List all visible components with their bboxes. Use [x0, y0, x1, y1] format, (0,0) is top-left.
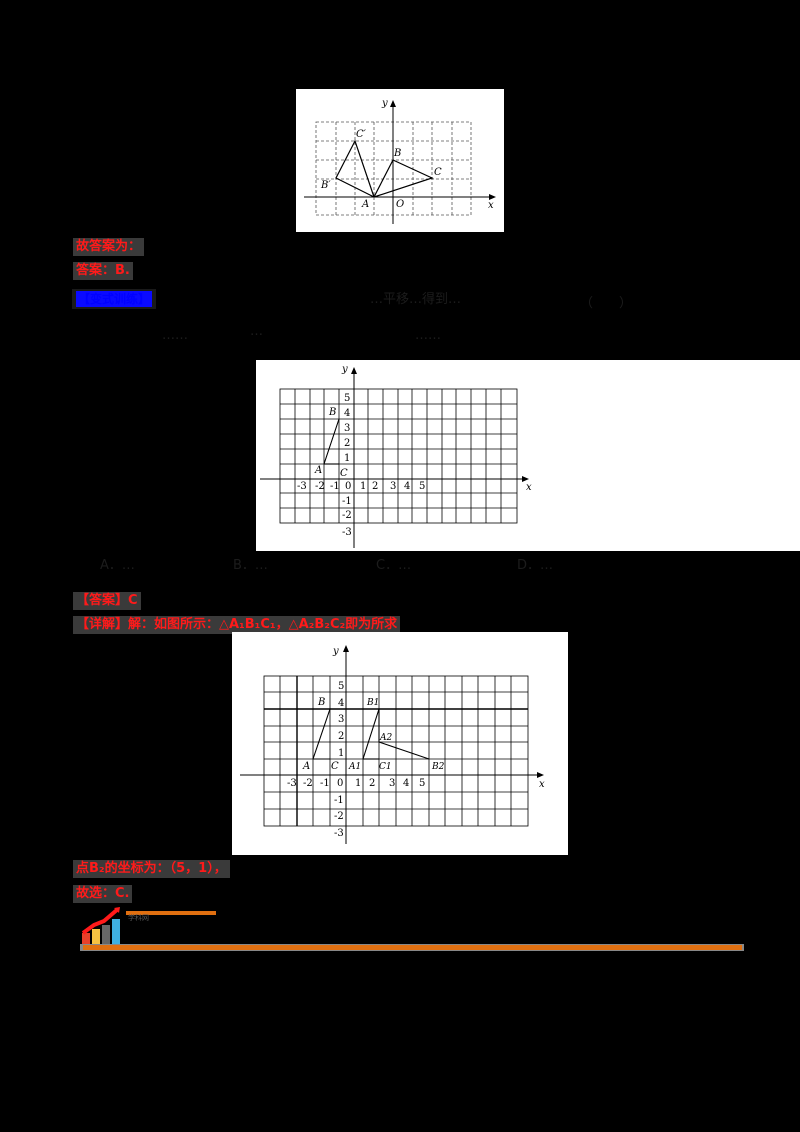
y-axis-label: y — [341, 364, 348, 375]
svg-text:-3: -3 — [342, 527, 352, 538]
point-c-label: C — [434, 167, 442, 178]
svg-text:-1: -1 — [334, 795, 344, 806]
y-axis-label: y — [332, 646, 339, 657]
question-tail: （ ） — [580, 296, 633, 311]
svg-text:1: 1 — [338, 748, 344, 759]
point-b-label: B — [393, 148, 401, 159]
question-line2-right: …… — [415, 328, 441, 343]
svg-text:2: 2 — [344, 438, 350, 449]
svg-text:-1: -1 — [330, 481, 340, 492]
svg-text:B2: B2 — [431, 762, 445, 772]
svg-text:1: 1 — [344, 453, 350, 464]
conclusion-line-1: 点B₂的坐标为：（5，1）， — [73, 860, 230, 878]
figure-grid-solution: y x B A C B1 A1 C1 A2 B2 -3 -2 -1 0 1 2 … — [232, 632, 568, 855]
logo-text: 学科网 — [128, 914, 149, 922]
point-b-prime-label: B′ — [320, 180, 331, 191]
figure-grid-abc: y x B A C -3 -2 -1 0 1 2 3 4 5 5 4 3 2 1… — [256, 360, 800, 551]
logo-accent-bar — [126, 911, 216, 915]
footer-divider — [80, 944, 744, 951]
svg-text:5: 5 — [338, 681, 344, 692]
question-stem: …平移…得到… — [370, 292, 462, 307]
svg-text:C: C — [331, 761, 339, 772]
svg-text:-2: -2 — [334, 811, 344, 822]
question-line2-left: …… — [162, 328, 188, 343]
answer-label: 【答案】C — [73, 592, 141, 610]
point-a-label: A — [361, 199, 369, 210]
svg-text:5: 5 — [419, 481, 425, 492]
svg-text:-2: -2 — [303, 778, 313, 789]
point-c-prime-label: C′ — [356, 129, 367, 140]
svg-text:0: 0 — [345, 481, 351, 492]
question-line2-mid: … — [250, 324, 263, 339]
svg-text:3: 3 — [390, 481, 396, 492]
svg-text:3: 3 — [344, 423, 350, 434]
svg-text:-1: -1 — [342, 496, 352, 507]
answer-line-1: 故答案为： — [73, 238, 145, 256]
option-b[interactable]: B．… — [233, 558, 268, 573]
svg-text:C1: C1 — [379, 762, 392, 772]
variant-training-label: 【变式训练】 — [72, 289, 157, 309]
svg-text:-3: -3 — [334, 828, 344, 839]
svg-text:B: B — [317, 697, 325, 708]
svg-text:-3: -3 — [287, 778, 297, 789]
svg-text:A: A — [302, 761, 310, 772]
svg-text:B1: B1 — [366, 698, 379, 708]
svg-text:A1: A1 — [348, 762, 361, 772]
x-axis-label: x — [488, 200, 494, 211]
svg-text:A2: A2 — [379, 733, 392, 743]
svg-text:4: 4 — [338, 698, 344, 709]
y-axis-label: y — [381, 98, 388, 109]
conclusion-line-2: 故选：C. — [73, 885, 133, 903]
svg-text:3: 3 — [389, 778, 395, 789]
svg-text:1: 1 — [360, 481, 366, 492]
option-a[interactable]: A．… — [100, 558, 135, 573]
svg-text:-2: -2 — [342, 510, 352, 521]
svg-text:2: 2 — [338, 731, 344, 742]
origin-label: O — [396, 199, 404, 210]
svg-text:-1: -1 — [320, 778, 330, 789]
answer-line-2: 答案：B. — [73, 262, 133, 280]
analysis-label: 【详解】解：如图所示：△A₁B₁C₁，△A₂B₂C₂即为所求 — [73, 616, 401, 634]
svg-text:-2: -2 — [315, 481, 325, 492]
point-b-label: B — [328, 407, 336, 418]
x-axis-label: x — [539, 779, 545, 790]
svg-text:4: 4 — [404, 481, 410, 492]
x-axis-label: x — [526, 482, 532, 493]
option-d[interactable]: D．… — [517, 558, 554, 573]
svg-text:5: 5 — [419, 778, 425, 789]
point-a-label: A — [314, 465, 322, 476]
svg-text:0: 0 — [337, 778, 343, 789]
svg-text:4: 4 — [344, 408, 350, 419]
figure-rotation-diagram: y x O A B C B′ C′ — [296, 89, 504, 232]
svg-text:2: 2 — [369, 778, 375, 789]
option-c[interactable]: C．… — [376, 558, 412, 573]
svg-text:-3: -3 — [297, 481, 307, 492]
publisher-logo-icon — [80, 907, 125, 947]
svg-text:1: 1 — [355, 778, 361, 789]
svg-text:4: 4 — [403, 778, 409, 789]
svg-text:3: 3 — [338, 714, 344, 725]
svg-text:2: 2 — [372, 481, 378, 492]
point-c-label: C — [340, 468, 348, 479]
svg-text:5: 5 — [344, 393, 350, 404]
